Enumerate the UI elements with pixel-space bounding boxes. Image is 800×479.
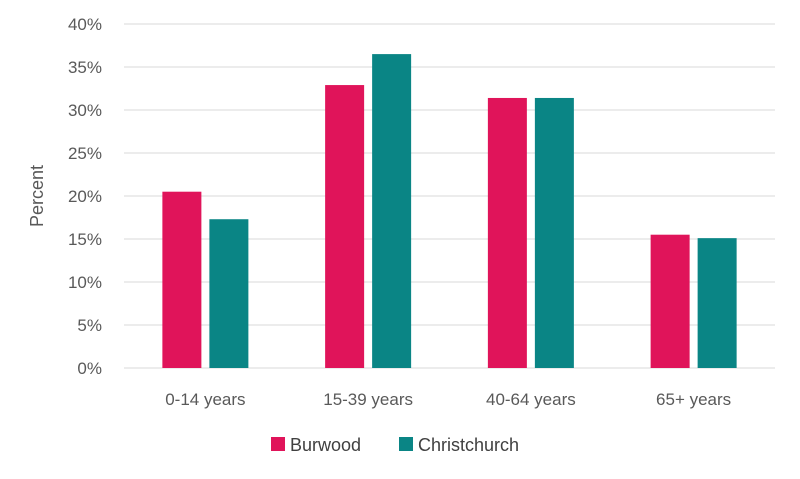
- y-tick-label: 10%: [68, 273, 102, 292]
- bar-christchurch-40-64-years: [534, 97, 574, 369]
- bars: [162, 54, 737, 369]
- x-tick-label: 15-39 years: [323, 390, 413, 409]
- legend-label-christchurch: Christchurch: [418, 435, 519, 455]
- bar-burwood-65-years: [650, 234, 690, 368]
- bar-christchurch-65-years: [697, 238, 737, 368]
- y-axis-ticks: 0% 5% 10% 15% 20% 25% 30% 35% 40%: [68, 15, 102, 378]
- legend-swatch-burwood: [271, 437, 285, 451]
- bar-burwood-0-14-years: [162, 191, 202, 368]
- legend: Burwood Christchurch: [271, 435, 519, 455]
- bar-christchurch-0-14-years: [209, 219, 249, 368]
- y-tick-label: 40%: [68, 15, 102, 34]
- y-tick-label: 25%: [68, 144, 102, 163]
- x-tick-label: 0-14 years: [165, 390, 245, 409]
- x-tick-label: 40-64 years: [486, 390, 576, 409]
- bar-burwood-15-39-years: [325, 85, 365, 368]
- y-axis-title: Percent: [27, 165, 47, 227]
- bar-christchurch-15-39-years: [372, 54, 412, 368]
- y-tick-label: 5%: [77, 316, 102, 335]
- y-tick-label: 20%: [68, 187, 102, 206]
- y-tick-label: 0%: [77, 359, 102, 378]
- x-axis-ticks: 0-14 years 15-39 years 40-64 years 65+ year…: [165, 390, 731, 409]
- legend-swatch-christchurch: [399, 437, 413, 451]
- y-tick-label: 30%: [68, 101, 102, 120]
- y-tick-label: 15%: [68, 230, 102, 249]
- y-tick-label: 35%: [68, 58, 102, 77]
- bar-burwood-40-64-years: [487, 97, 527, 369]
- x-tick-label: 65+ years: [656, 390, 731, 409]
- legend-label-burwood: Burwood: [290, 435, 361, 455]
